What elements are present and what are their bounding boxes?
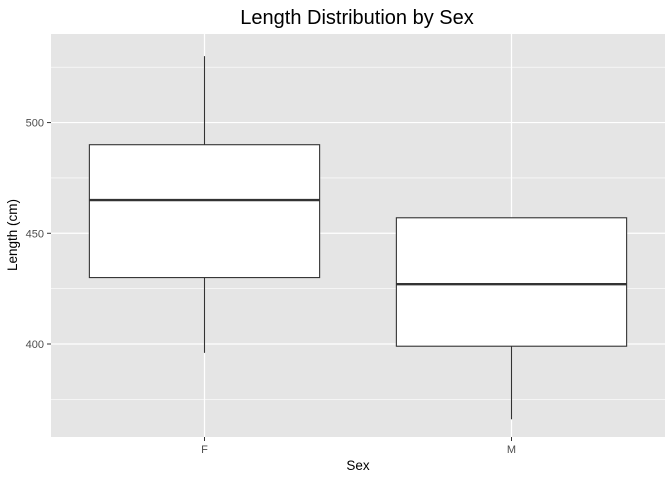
x-tick-label: F (201, 444, 208, 456)
iqr-box (88, 144, 321, 279)
iqr-box (395, 217, 628, 347)
x-axis-title: Sex (346, 458, 370, 473)
boxes (88, 56, 628, 420)
box-F (88, 56, 321, 353)
box-M (395, 217, 628, 420)
y-axis-title: Length (cm) (5, 199, 20, 271)
y-tick-label: 500 (26, 118, 44, 130)
y-tick-label: 400 (26, 339, 44, 351)
x-tick-label: M (507, 444, 516, 456)
y-axis-ticks: 400 450 500 (26, 118, 51, 351)
y-tick-label: 450 (26, 228, 44, 240)
chart-title: Length Distribution by Sex (240, 7, 473, 29)
